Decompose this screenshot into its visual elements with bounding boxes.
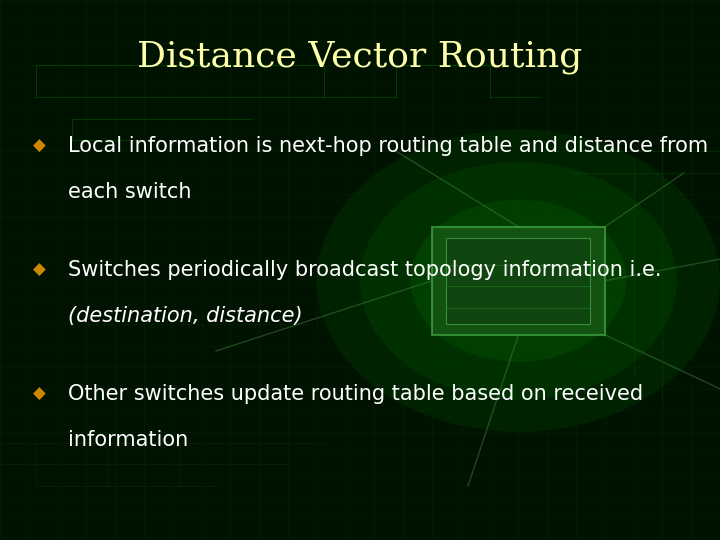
Text: Local information is next-hop routing table and distance from: Local information is next-hop routing ta… xyxy=(68,136,708,156)
Text: ◆: ◆ xyxy=(33,137,46,155)
Bar xyxy=(432,227,605,335)
Circle shape xyxy=(410,200,626,362)
Text: Switches periodically broadcast topology information i.e.: Switches periodically broadcast topology… xyxy=(68,260,662,280)
Circle shape xyxy=(317,130,720,432)
Text: (destination, distance): (destination, distance) xyxy=(68,306,303,326)
Text: Distance Vector Routing: Distance Vector Routing xyxy=(138,40,582,73)
Text: information: information xyxy=(68,430,189,450)
Bar xyxy=(446,238,590,324)
Text: ◆: ◆ xyxy=(33,385,46,403)
Circle shape xyxy=(360,162,677,400)
Text: ◆: ◆ xyxy=(33,261,46,279)
Text: Other switches update routing table based on received: Other switches update routing table base… xyxy=(68,384,644,404)
Text: each switch: each switch xyxy=(68,181,192,202)
